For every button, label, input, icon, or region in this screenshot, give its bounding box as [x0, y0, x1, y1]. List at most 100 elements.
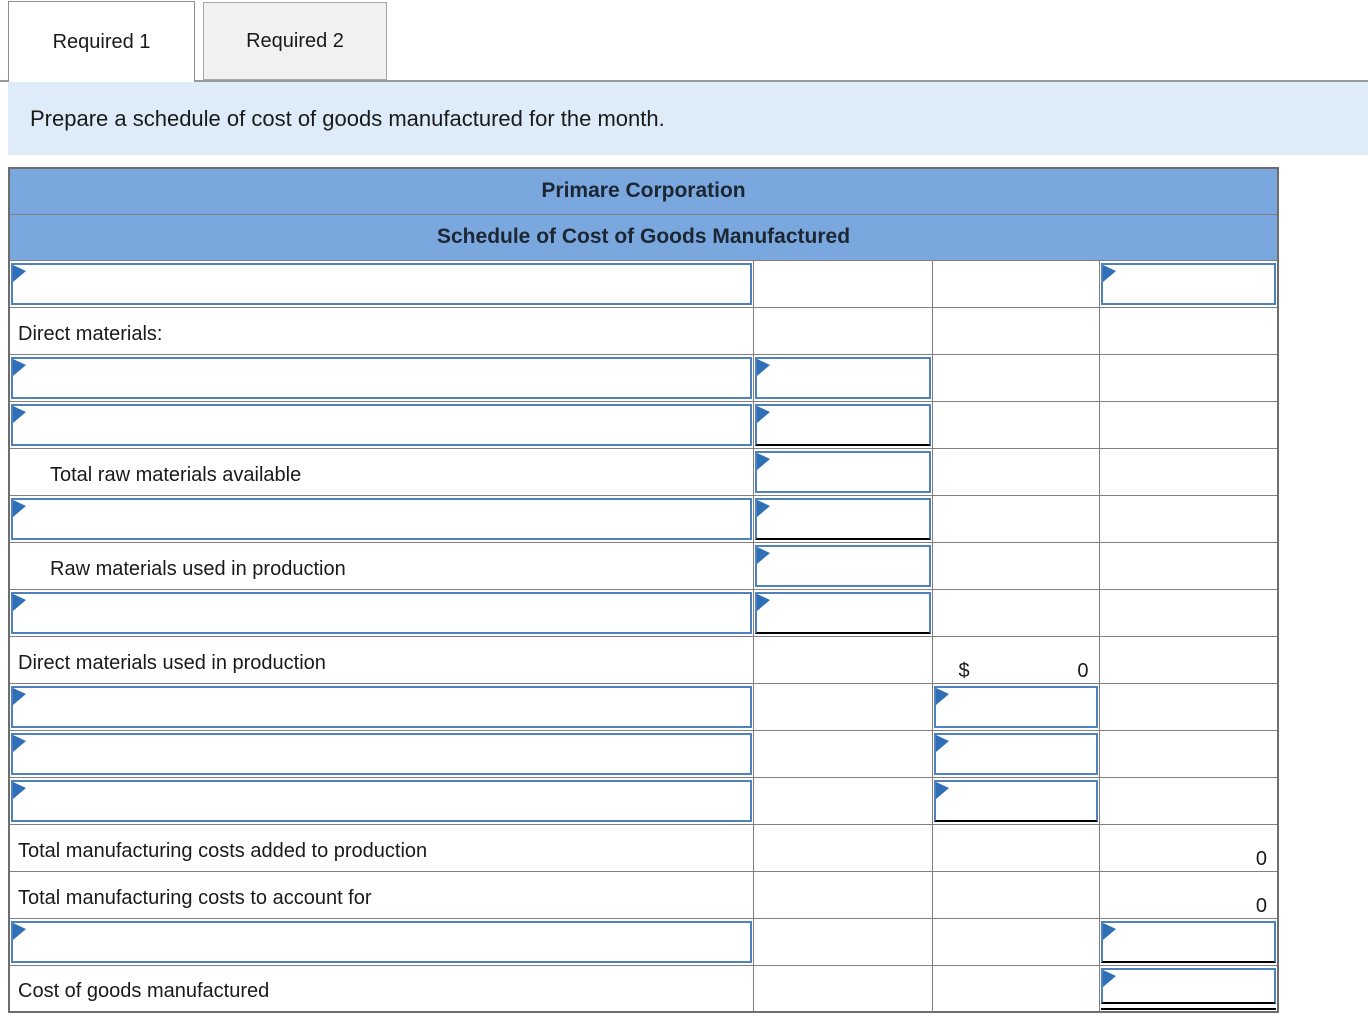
table-row: [8, 917, 1279, 966]
dropdown-flag-icon: [935, 734, 949, 752]
description-input-cell[interactable]: [11, 591, 752, 634]
cell-r4-c3: [931, 400, 1100, 449]
cell-r12-c3: [931, 776, 1100, 825]
cell-r8-c1: [8, 588, 754, 637]
dropdown-flag-icon: [13, 922, 26, 940]
cell-r11-c1: [8, 729, 754, 778]
instruction-text: Prepare a schedule of cost of goods manu…: [30, 105, 665, 131]
cell-r5-c2: [752, 447, 933, 496]
description-input-cell[interactable]: [11, 356, 752, 399]
cell-r16-c3: [931, 964, 1100, 1013]
dropdown-flag-icon: [1102, 922, 1116, 940]
dropdown-flag-icon: [1102, 969, 1116, 987]
row-label: Total manufacturing costs added to produ…: [18, 839, 428, 862]
amount-input-cell[interactable]: [754, 591, 931, 634]
row-label: Direct materials used in production: [18, 651, 326, 674]
row-label: Raw materials used in production: [50, 557, 346, 580]
cell-r9-c2: [752, 635, 933, 684]
amount-input-cell[interactable]: [754, 497, 931, 540]
description-input-cell[interactable]: [11, 497, 752, 540]
cell-r2-c1: Direct materials:: [8, 306, 754, 355]
currency-symbol: $: [958, 659, 970, 682]
cell-r4-c4: [1098, 400, 1279, 449]
cell-r2-c2: [752, 306, 933, 355]
cell-r14-c4: 0: [1098, 870, 1279, 919]
cell-r3-c3: [931, 353, 1100, 402]
amount-input-cell[interactable]: [933, 685, 1098, 728]
cell-r16-c4: [1098, 964, 1279, 1013]
cell-r2-c3: [931, 306, 1100, 355]
tab-bar: Required 1 Required 2: [0, 0, 1368, 82]
cell-r9-c4: [1098, 635, 1279, 684]
cell-r11-c2: [752, 729, 933, 778]
cell-r15-c1: [8, 917, 754, 966]
tab-required-2[interactable]: Required 2: [203, 2, 387, 80]
cell-r8-c3: [931, 588, 1100, 637]
table-row: [8, 729, 1279, 778]
cell-r15-c4: [1098, 917, 1279, 966]
amount-input-cell[interactable]: [754, 403, 931, 446]
cell-r1-c4: [1098, 259, 1279, 308]
amount-input-cell[interactable]: [1100, 920, 1277, 963]
cell-r11-c3: [931, 729, 1100, 778]
cell-r13-c3: [931, 823, 1100, 872]
amount-input-cell[interactable]: [933, 779, 1098, 822]
cell-r6-c1: [8, 494, 754, 543]
table-row: [8, 353, 1279, 402]
cell-r8-c2: [752, 588, 933, 637]
dropdown-flag-icon: [13, 405, 26, 423]
description-input-cell[interactable]: [11, 403, 752, 446]
cell-r12-c2: [752, 776, 933, 825]
description-input-cell[interactable]: [11, 920, 752, 963]
dropdown-flag-icon: [935, 781, 949, 799]
dropdown-flag-icon: [756, 358, 770, 376]
dropdown-flag-icon: [13, 593, 26, 611]
amount-input-cell[interactable]: [933, 732, 1098, 775]
dropdown-flag-icon: [1102, 264, 1116, 282]
cell-r1-c3: [931, 259, 1100, 308]
table-title-row: Primare Corporation: [8, 167, 1279, 215]
table-row: Direct materials used in production $0: [8, 635, 1279, 684]
amount-input-cell[interactable]: [754, 544, 931, 587]
table-row: Total manufacturing costs added to produ…: [8, 823, 1279, 872]
value-wrap: 0: [1100, 848, 1278, 870]
dropdown-flag-icon: [756, 452, 770, 470]
dropdown-flag-icon: [756, 593, 770, 611]
cell-r12-c4: [1098, 776, 1279, 825]
tab-bar-underline: [0, 80, 1368, 82]
cell-r9-c1: Direct materials used in production: [8, 635, 754, 684]
dropdown-flag-icon: [13, 781, 26, 799]
table-row: [8, 400, 1279, 449]
dropdown-flag-icon: [13, 687, 26, 705]
cell-r5-c1: Total raw materials available: [8, 447, 754, 496]
row-label: Total raw materials available: [50, 463, 302, 486]
dropdown-flag-icon: [756, 499, 770, 517]
amount-input-cell[interactable]: [754, 450, 931, 493]
schedule-body: Direct materials: Total raw materials ava…: [8, 259, 1279, 1013]
cell-r3-c1: [8, 353, 754, 402]
cell-r7-c2: [752, 541, 933, 590]
dropdown-flag-icon: [13, 264, 26, 282]
cell-r3-c2: [752, 353, 933, 402]
description-input-cell[interactable]: [11, 779, 752, 822]
description-input-cell[interactable]: [11, 685, 752, 728]
instruction-banner: Prepare a schedule of cost of goods manu…: [8, 82, 1368, 155]
description-input-cell[interactable]: [11, 732, 752, 775]
table-row: Total manufacturing costs to account for…: [8, 870, 1279, 919]
amount-input-cell[interactable]: [754, 356, 931, 399]
cell-r5-c4: [1098, 447, 1279, 496]
cell-r1-c1: [8, 259, 754, 308]
dropdown-flag-icon: [756, 405, 770, 423]
table-row: [8, 259, 1279, 308]
cell-r4-c2: [752, 400, 933, 449]
value-wrap: $0: [933, 660, 1099, 682]
amount-input-cell[interactable]: [1100, 262, 1277, 305]
cell-r6-c3: [931, 494, 1100, 543]
amount-value: 0: [1255, 894, 1268, 917]
description-input-cell[interactable]: [11, 262, 752, 305]
cell-r10-c2: [752, 682, 933, 731]
cell-r8-c4: [1098, 588, 1279, 637]
tab-required-1[interactable]: Required 1: [8, 1, 195, 82]
amount-input-cell[interactable]: [1100, 967, 1277, 1004]
table-row: Direct materials:: [8, 306, 1279, 355]
